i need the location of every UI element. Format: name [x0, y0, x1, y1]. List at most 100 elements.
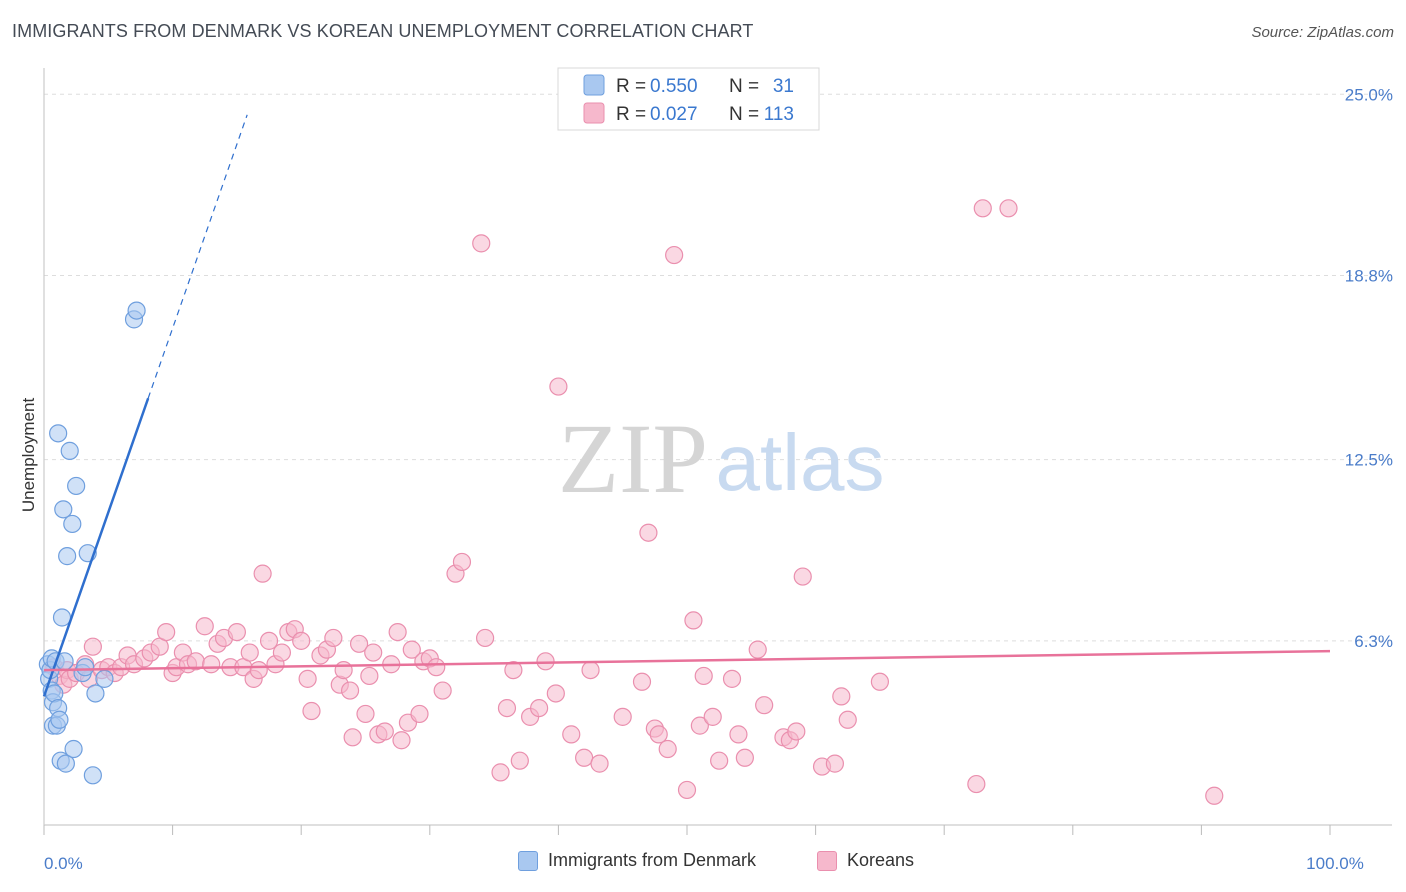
point-koreans-41	[298, 669, 317, 688]
point-koreans-47	[334, 660, 353, 680]
point-koreans-76	[536, 652, 555, 671]
point-denmark-18	[58, 547, 77, 566]
point-koreans-91	[684, 611, 703, 630]
point-koreans-64	[427, 658, 446, 677]
point-koreans-81	[581, 660, 600, 680]
point-koreans-84	[632, 672, 652, 691]
chart-source: Source: ZipAtlas.com	[1251, 24, 1394, 41]
watermark: ZIP atlas	[558, 403, 884, 514]
legend-top-r-value-denmark: 0.550	[650, 76, 698, 97]
point-koreans-85	[639, 523, 658, 542]
point-koreans-52	[360, 666, 379, 686]
point-koreans-37	[272, 643, 292, 662]
point-koreans-95	[710, 751, 729, 770]
y-axis-tick-labels: 6.3% 12.5% 18.8% 25.0%	[1345, 85, 1393, 651]
y-tick-label-2: 18.8%	[1345, 267, 1393, 286]
point-koreans-104	[793, 567, 812, 586]
point-koreans-90	[677, 780, 697, 800]
axes	[43, 68, 1392, 826]
trend-line-denmark-extension	[147, 114, 248, 399]
chart-title: IMMIGRANTS FROM DENMARK VS KOREAN UNEMPL…	[12, 21, 754, 41]
point-koreans-49	[343, 728, 362, 747]
point-koreans-70	[491, 763, 510, 782]
point-koreans-24	[195, 617, 214, 636]
point-denmark-21	[64, 739, 83, 759]
legend-top-r-label-koreans: R =	[616, 104, 646, 125]
point-denmark-24	[76, 658, 95, 677]
point-koreans-94	[703, 707, 722, 726]
point-denmark-15	[54, 500, 73, 519]
y-tick-label-3: 25.0%	[1345, 85, 1393, 104]
point-koreans-51	[356, 704, 375, 724]
point-koreans-112	[999, 199, 1018, 218]
point-denmark-27	[86, 684, 105, 703]
point-koreans-71	[497, 698, 517, 718]
point-denmark-30	[127, 301, 146, 320]
point-koreans-68	[472, 234, 491, 253]
point-koreans-18	[157, 622, 176, 642]
point-koreans-57	[388, 622, 407, 642]
legend-item-denmark: Immigrants from Denmark	[518, 850, 756, 871]
point-koreans-73	[510, 751, 529, 770]
y-tick-label-0: 6.3%	[1354, 632, 1393, 651]
point-denmark-28	[95, 669, 114, 688]
x-axis-ticks: 0.0% 100.0%	[43, 825, 1364, 873]
x-tick-label-0: 0.0%	[44, 854, 83, 873]
point-denmark-26	[83, 766, 102, 785]
point-koreans-67	[452, 552, 472, 572]
legend-swatch-denmark	[518, 850, 538, 871]
point-koreans-29	[227, 622, 246, 642]
point-denmark-20	[63, 514, 82, 534]
point-koreans-103	[787, 722, 806, 741]
point-koreans-48	[340, 681, 360, 700]
legend-label-koreans: Koreans	[847, 850, 915, 870]
legend-top-n-label-denmark: N =	[729, 76, 759, 97]
legend-top-r-label-denmark: R =	[616, 76, 646, 97]
gridlines	[44, 93, 1392, 642]
point-koreans-97	[729, 725, 748, 744]
point-koreans-75	[530, 698, 549, 718]
point-koreans-96	[722, 669, 742, 688]
point-koreans-88	[658, 739, 677, 759]
point-koreans-79	[562, 725, 581, 744]
point-koreans-83	[613, 707, 632, 726]
point-koreans-55	[375, 722, 394, 741]
y-axis-label: Unemployment	[19, 398, 38, 513]
series-denmark-points	[38, 301, 146, 785]
point-koreans-89	[665, 245, 684, 265]
point-koreans-80	[575, 748, 594, 767]
point-koreans-33	[249, 660, 268, 680]
point-koreans-50	[349, 634, 369, 653]
point-koreans-53	[364, 643, 383, 662]
trend-lines	[42, 114, 1331, 697]
point-koreans-108	[838, 710, 857, 729]
legend-swatch-koreans	[817, 850, 837, 871]
point-koreans-107	[832, 687, 851, 706]
point-koreans-42	[302, 701, 321, 721]
legend-bottom: Immigrants from Denmark Koreans	[0, 850, 1406, 880]
point-denmark-11	[49, 424, 68, 443]
point-koreans-98	[735, 748, 754, 767]
point-koreans-78	[549, 377, 568, 396]
x-tick-label-1: 100.0%	[1306, 854, 1364, 873]
point-koreans-111	[973, 199, 992, 218]
trend-line-denmark	[42, 397, 150, 697]
point-denmark-19	[60, 441, 79, 460]
point-koreans-106	[825, 754, 844, 773]
point-koreans-77	[546, 684, 565, 703]
point-koreans-82	[590, 754, 609, 773]
legend-label-denmark: Immigrants from Denmark	[548, 850, 757, 870]
legend-top-n-value-koreans: 113	[764, 104, 794, 125]
point-koreans-61	[410, 704, 429, 724]
point-koreans-34	[253, 564, 272, 583]
trend-line-koreans	[43, 649, 1331, 672]
point-koreans-72	[504, 660, 523, 680]
point-koreans-8	[83, 637, 102, 656]
y-tick-label-1: 12.5%	[1345, 451, 1393, 470]
point-koreans-65	[433, 681, 452, 700]
point-denmark-14	[52, 608, 72, 627]
point-denmark-17	[56, 754, 75, 773]
point-koreans-25	[202, 655, 221, 674]
point-koreans-93	[694, 666, 713, 686]
legend-item-koreans: Koreans	[817, 850, 914, 871]
